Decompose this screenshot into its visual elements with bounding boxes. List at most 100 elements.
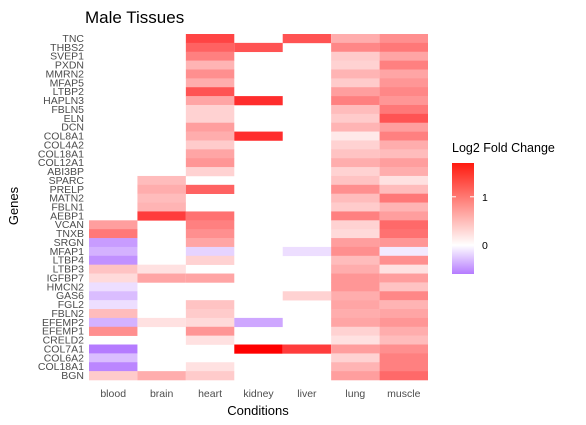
heatmap-cell (379, 344, 428, 354)
heatmap-cell (331, 202, 380, 212)
legend-colorbar (452, 163, 474, 274)
heatmap-cell (379, 282, 428, 292)
heatmap-cell (89, 264, 138, 274)
heatmap-cell (185, 104, 235, 115)
y-tick-label: SPARC (49, 175, 85, 187)
heatmap-cell (331, 291, 380, 301)
heatmap-cell (331, 34, 380, 44)
heatmap-cell (282, 291, 332, 301)
heatmap-cell (331, 255, 380, 265)
heatmap-cell (379, 371, 428, 381)
heatmap-cell (379, 104, 428, 115)
heatmap-cell (137, 193, 186, 203)
chart-title: Male Tissues (85, 8, 184, 27)
x-tick-label: kidney (243, 388, 274, 400)
heatmap-cell (379, 353, 428, 363)
heatmap-cell (282, 246, 332, 257)
y-tick-label: ELN (64, 113, 84, 125)
y-tick-label: COL4A2 (44, 139, 84, 151)
heatmap-cell (185, 140, 235, 150)
y-tick-label: LTBP4 (53, 255, 84, 267)
heatmap-cell (89, 273, 138, 283)
y-tick-label: IGFBP7 (47, 272, 85, 284)
heatmap-cell (379, 158, 428, 168)
heatmap-cell (331, 78, 380, 88)
y-tick-label: PRELP (50, 184, 84, 196)
heatmap-cell (379, 175, 428, 186)
heatmap-cell (331, 175, 380, 186)
heatmap-cell (137, 175, 186, 186)
heatmap-cell (185, 184, 235, 194)
y-tick-label: COL18A1 (38, 361, 84, 373)
heatmap-cell (331, 167, 380, 177)
legend: Log2 Fold Change 10 (452, 141, 555, 274)
heatmap-cell (89, 326, 138, 336)
heatmap-cell (137, 317, 186, 328)
heatmap-cell (379, 300, 428, 310)
heatmap-cell (379, 335, 428, 345)
y-tick-label: PXDN (55, 60, 84, 72)
heatmap-cell (331, 282, 380, 292)
legend-title: Log2 Fold Change (452, 141, 555, 155)
x-tick-label: liver (297, 388, 317, 400)
heatmap-cell (234, 344, 283, 354)
heatmap-cell (185, 42, 235, 53)
y-tick-label: COL12A1 (38, 157, 84, 169)
heatmap-cell (185, 273, 235, 283)
heatmap-cell (185, 362, 235, 372)
y-tick-label: MFAP5 (50, 77, 85, 89)
y-tick-label: MFAP1 (50, 246, 85, 258)
heatmap-cell (379, 69, 428, 79)
y-tick-label: CRELD2 (43, 335, 85, 347)
heatmap-cell (331, 96, 380, 106)
heatmap-cell (379, 211, 428, 221)
x-tick-label: muscle (387, 388, 420, 400)
heatmap-cell (331, 158, 380, 168)
x-tick-label: lung (345, 388, 365, 400)
y-tick-label: COL6A2 (44, 352, 84, 364)
heatmap-cell (137, 202, 186, 212)
y-tick-label: FGL2 (58, 299, 84, 311)
heatmap-cell (89, 362, 138, 372)
heatmap-cell (331, 140, 380, 150)
y-axis-tick-labels: TNCTHBS2SVEP1PXDNMMRN2MFAP5LTBP2HAPLN3FB… (38, 33, 85, 382)
heatmap-cell (379, 131, 428, 141)
y-tick-label: GAS6 (56, 290, 84, 302)
y-tick-label: HMCN2 (47, 281, 84, 293)
heatmap-cell (379, 60, 428, 70)
heatmap-cell (379, 78, 428, 88)
heatmap-cell (185, 51, 235, 61)
y-tick-label: THBS2 (50, 42, 84, 54)
heatmap-cell (379, 42, 428, 53)
heatmap-cell (185, 326, 235, 336)
heatmap-cell (89, 220, 138, 230)
heatmap-cell (331, 362, 380, 372)
y-tick-label: LTBP3 (53, 264, 84, 276)
heatmap-cell (331, 42, 380, 53)
heatmap-cell (379, 309, 428, 319)
heatmap-cell (379, 326, 428, 336)
y-tick-label: ABI3BP (47, 166, 84, 178)
heatmap-cell (185, 113, 235, 124)
heatmap-cell (89, 300, 138, 310)
heatmap-cell (282, 34, 332, 44)
heatmap-cell (379, 273, 428, 283)
heatmap-cell (185, 211, 235, 221)
heatmap-cell (331, 273, 380, 283)
heatmap-cell (331, 122, 380, 132)
y-tick-label: COL8A1 (44, 131, 84, 143)
y-tick-label: FBLN1 (51, 202, 84, 214)
heatmap-cell (185, 78, 235, 88)
heatmap-cell (331, 326, 380, 336)
heatmap-cell (89, 309, 138, 319)
heatmap-cell (89, 246, 138, 257)
x-tick-label: brain (150, 388, 174, 400)
heatmap-cell (379, 246, 428, 257)
heatmap-cell (379, 140, 428, 150)
y-tick-label: FBLN5 (51, 104, 84, 116)
heatmap-cell (331, 113, 380, 124)
heatmap-cell (282, 344, 332, 354)
heatmap-cell (185, 96, 235, 106)
heatmap-cell (331, 104, 380, 115)
